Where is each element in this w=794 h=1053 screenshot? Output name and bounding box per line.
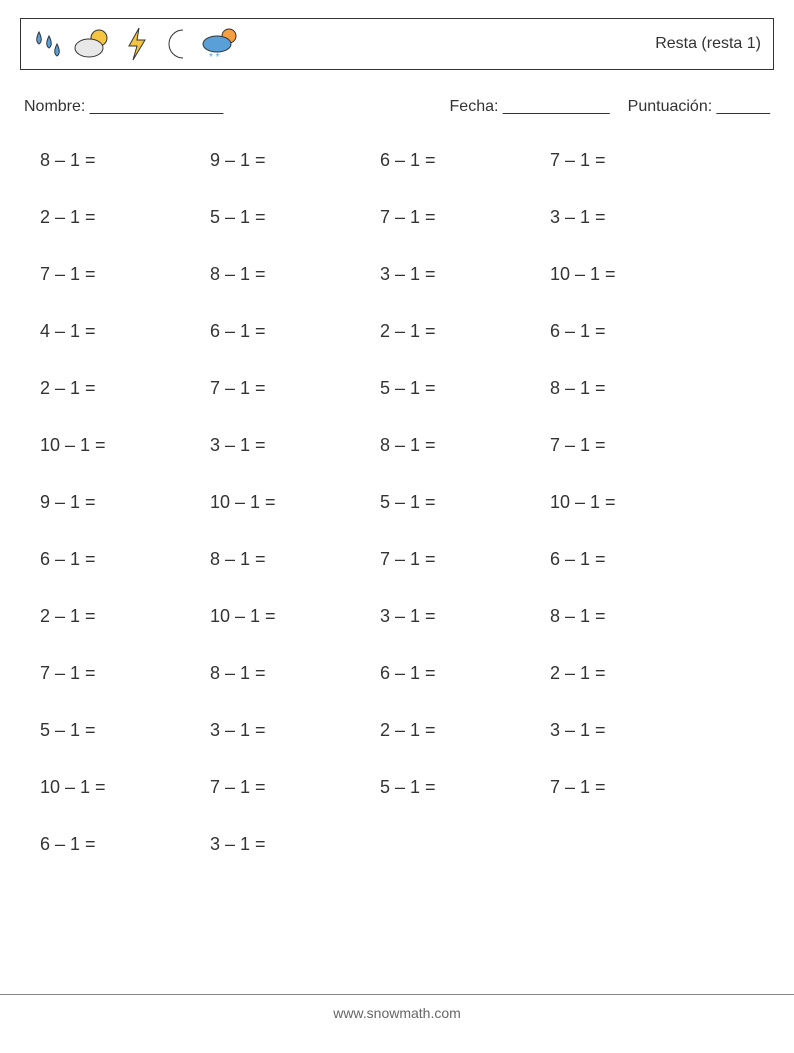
problem-cell: 10 – 1 =	[40, 777, 210, 798]
problem-cell: 7 – 1 =	[210, 378, 380, 399]
problem-cell: 10 – 1 =	[40, 435, 210, 456]
problem-cell: 2 – 1 =	[40, 207, 210, 228]
problem-cell: 5 – 1 =	[380, 378, 550, 399]
moon-icon	[159, 24, 195, 64]
name-field-label: Nombre: _______________	[24, 98, 223, 116]
problem-cell: 10 – 1 =	[210, 492, 380, 513]
problem-cell: 6 – 1 =	[550, 321, 720, 342]
problem-cell: 10 – 1 =	[550, 264, 720, 285]
problem-cell: 9 – 1 =	[210, 150, 380, 171]
rain-icon	[27, 24, 67, 64]
problems-grid: 8 – 1 =9 – 1 =6 – 1 =7 – 1 =2 – 1 =5 – 1…	[20, 150, 774, 855]
problem-cell: 7 – 1 =	[550, 150, 720, 171]
problem-cell: 8 – 1 =	[550, 606, 720, 627]
problem-cell: 8 – 1 =	[550, 378, 720, 399]
problem-cell: 3 – 1 =	[550, 207, 720, 228]
header-box: * * Resta (resta 1)	[20, 18, 774, 70]
problem-cell: 6 – 1 =	[380, 663, 550, 684]
problem-cell: 3 – 1 =	[550, 720, 720, 741]
problem-cell: 5 – 1 =	[380, 777, 550, 798]
problem-cell: 6 – 1 =	[380, 150, 550, 171]
problem-cell	[380, 834, 550, 855]
info-row: Nombre: _______________ Fecha: _________…	[20, 98, 774, 116]
sun-cloud-icon	[71, 24, 115, 64]
problem-cell: 6 – 1 =	[40, 834, 210, 855]
svg-text:* *: * *	[209, 52, 220, 63]
problem-cell: 3 – 1 =	[210, 720, 380, 741]
problem-cell: 7 – 1 =	[40, 264, 210, 285]
problem-cell: 8 – 1 =	[40, 150, 210, 171]
problem-cell: 9 – 1 =	[40, 492, 210, 513]
problem-cell: 2 – 1 =	[40, 378, 210, 399]
problem-cell: 6 – 1 =	[40, 549, 210, 570]
problem-cell: 3 – 1 =	[210, 834, 380, 855]
problem-cell: 3 – 1 =	[210, 435, 380, 456]
score-field-label: Puntuación: ______	[628, 98, 770, 116]
problem-cell: 5 – 1 =	[380, 492, 550, 513]
problem-cell: 3 – 1 =	[380, 264, 550, 285]
problem-cell: 8 – 1 =	[380, 435, 550, 456]
problem-cell: 7 – 1 =	[550, 777, 720, 798]
problem-cell: 10 – 1 =	[210, 606, 380, 627]
problem-cell: 7 – 1 =	[550, 435, 720, 456]
problem-cell: 8 – 1 =	[210, 663, 380, 684]
problem-cell: 6 – 1 =	[550, 549, 720, 570]
weather-icon-strip: * *	[27, 24, 243, 64]
problem-cell: 5 – 1 =	[40, 720, 210, 741]
date-field-label: Fecha: ____________	[450, 98, 610, 116]
problem-cell	[550, 834, 720, 855]
problem-cell: 8 – 1 =	[210, 264, 380, 285]
problem-cell: 6 – 1 =	[210, 321, 380, 342]
problem-cell: 3 – 1 =	[380, 606, 550, 627]
problem-cell: 7 – 1 =	[380, 549, 550, 570]
problem-cell: 2 – 1 =	[380, 321, 550, 342]
problem-cell: 2 – 1 =	[380, 720, 550, 741]
problem-cell: 7 – 1 =	[40, 663, 210, 684]
problem-cell: 8 – 1 =	[210, 549, 380, 570]
problem-cell: 4 – 1 =	[40, 321, 210, 342]
problem-cell: 7 – 1 =	[210, 777, 380, 798]
problem-cell: 7 – 1 =	[380, 207, 550, 228]
footer-url: www.snowmath.com	[333, 1005, 461, 1021]
snow-cloud-icon: * *	[199, 24, 243, 64]
problem-cell: 2 – 1 =	[550, 663, 720, 684]
worksheet-title: Resta (resta 1)	[655, 35, 761, 53]
problem-cell: 2 – 1 =	[40, 606, 210, 627]
lightning-icon	[119, 24, 155, 64]
footer: www.snowmath.com	[0, 994, 794, 1021]
problem-cell: 10 – 1 =	[550, 492, 720, 513]
problem-cell: 5 – 1 =	[210, 207, 380, 228]
